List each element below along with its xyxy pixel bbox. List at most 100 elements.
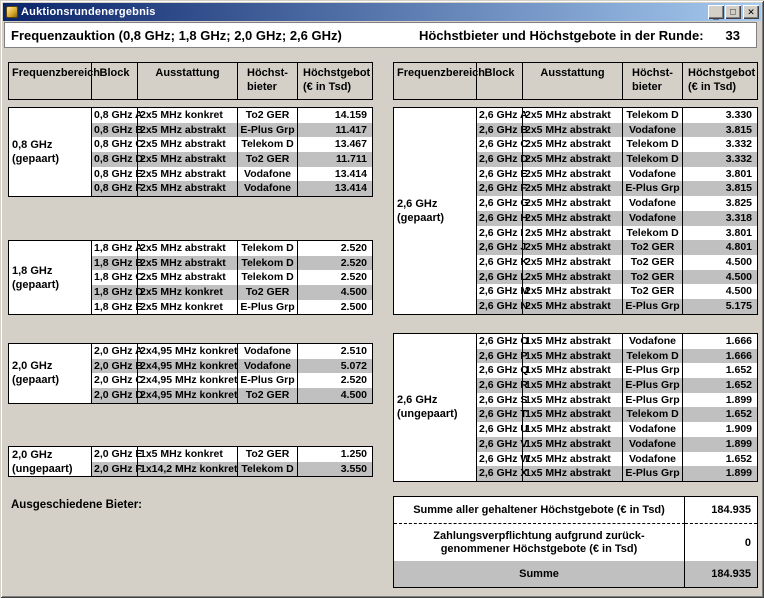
bieter-cell: Vodafone bbox=[238, 344, 298, 359]
bieter-cell: E-Plus Grp bbox=[623, 392, 683, 408]
table-2-6ghz-ungepaart: 2,6 GHz (ungepaart) 2,6 GHz O 1x5 MHz abstr… bbox=[393, 333, 758, 482]
table-0-8ghz-gepaart: 0,8 GHz (gepaart) 0,8 GHz A 2x5 MHz konkret… bbox=[8, 107, 373, 198]
gebot-cell: 3.801 bbox=[725, 167, 752, 180]
bieter-cell: To2 GER bbox=[623, 284, 683, 299]
ausstattung-cell: 2x5 MHz abstrakt bbox=[138, 270, 238, 286]
table-rows: 2,0 GHz E 1x5 MHz konkret To2 GER 1.250 2,0 … bbox=[92, 447, 372, 477]
table-row: 2,6 GHz K 2x5 MHz abstrakt To2 GER 4.500 bbox=[477, 254, 757, 270]
bieter-cell: Telekom D bbox=[238, 270, 298, 286]
titlebar[interactable]: Auktionsrundenergebnis _ □ ✕ bbox=[3, 3, 761, 21]
block-cell: 2,6 GHz D bbox=[479, 152, 529, 167]
table-row: 1,8 GHz C 2x5 MHz abstrakt Telekom D 2.520 bbox=[92, 270, 372, 286]
frequency-band-line: (ungepaart) bbox=[397, 408, 458, 421]
gebot-cell: 1.899 bbox=[725, 437, 752, 450]
header-hoechstbieter-line1: Höchst- bbox=[247, 67, 288, 79]
bieter-cell: To2 GER bbox=[238, 108, 298, 123]
maximize-button[interactable]: □ bbox=[725, 5, 741, 19]
header-hoechstbieter: Höchst- bieter bbox=[623, 63, 683, 99]
table-row: 2,6 GHz G 2x5 MHz abstrakt Vodafone 3.825 bbox=[477, 196, 757, 211]
frequency-band-label: 0,8 GHz (gepaart) bbox=[9, 108, 92, 197]
gebot-cell: 1.666 bbox=[725, 335, 752, 347]
gebot-cell: 3.332 bbox=[725, 138, 752, 151]
block-cell: 1,8 GHz A bbox=[94, 241, 143, 256]
gebot-cell: 13.414 bbox=[334, 182, 367, 195]
block-cell: 2,6 GHz K bbox=[479, 254, 529, 270]
bieter-cell: E-Plus Grp bbox=[238, 299, 298, 315]
ausstattung-cell: 2x5 MHz konkret bbox=[138, 285, 238, 300]
header-ausstattung: Ausstattung bbox=[138, 63, 238, 99]
ausstattung-cell: 1x5 MHz abstrakt bbox=[523, 392, 623, 408]
header-hoechstbieter: Höchst- bieter bbox=[238, 63, 298, 99]
block-cell: 2,6 GHz W bbox=[479, 451, 531, 467]
gebot-cell: 5.072 bbox=[340, 359, 367, 372]
gebot-cell: 2.500 bbox=[340, 300, 367, 313]
gebot-cell: 13.414 bbox=[334, 167, 367, 180]
summary-row2-label: Zahlungsverpflichtung aufgrund zurück- g… bbox=[394, 524, 685, 561]
table-2-0ghz-gepaart: 2,0 GHz (gepaart) 2,0 GHz A 2x4,95 MHz konk… bbox=[8, 343, 373, 404]
ausstattung-cell: 2x5 MHz konkret bbox=[138, 108, 238, 123]
ausstattung-cell: 2x5 MHz abstrakt bbox=[138, 181, 238, 197]
close-button[interactable]: ✕ bbox=[743, 5, 759, 19]
block-cell: 2,6 GHz U bbox=[479, 422, 529, 437]
table-row: 0,8 GHz A 2x5 MHz konkret To2 GER 14.159 bbox=[92, 108, 372, 123]
ausstattung-cell: 2x4,95 MHz konkret bbox=[140, 373, 238, 389]
block-cell: 2,6 GHz S bbox=[479, 392, 528, 408]
table-2-6ghz-gepaart: 2,6 GHz (gepaart) 2,6 GHz A 2x5 MHz abstrak… bbox=[393, 107, 758, 315]
table-rows: 2,6 GHz A 2x5 MHz abstrakt Telekom D 3.330 2… bbox=[477, 108, 757, 314]
gebot-cell: 11.711 bbox=[336, 153, 367, 166]
table-row: 2,6 GHz F 2x5 MHz abstrakt E-Plus Grp 3.815 bbox=[477, 181, 757, 197]
minimize-button[interactable]: _ bbox=[708, 5, 724, 21]
ausstattung-cell: 2x5 MHz abstrakt bbox=[523, 152, 623, 167]
bieter-cell: Vodafone bbox=[623, 210, 683, 226]
block-cell: 2,0 GHz F bbox=[94, 461, 142, 477]
ausstattung-cell: 1x5 MHz abstrakt bbox=[523, 348, 623, 364]
gebot-cell: 3.550 bbox=[340, 462, 367, 475]
ausstattung-cell: 2x4,95 MHz konkret bbox=[140, 388, 238, 403]
table-2-0ghz-ungepaart: 2,0 GHz (ungepaart) 2,0 GHz E 1x5 MHz konkr… bbox=[8, 446, 373, 478]
bieter-cell: Telekom D bbox=[238, 255, 298, 271]
gebot-cell: 11.417 bbox=[335, 123, 367, 136]
gebot-cell: 1.652 bbox=[725, 408, 752, 421]
gebot-cell: 3.815 bbox=[725, 182, 752, 195]
table-row: 1,8 GHz B 2x5 MHz abstrakt Telekom D 2.520 bbox=[92, 255, 372, 271]
table-row: 2,6 GHz U 1x5 MHz abstrakt Vodafone 1.909 bbox=[477, 422, 757, 437]
table-rows: 1,8 GHz A 2x5 MHz abstrakt Telekom D 2.520 1… bbox=[92, 241, 372, 315]
gebot-cell: 13.467 bbox=[334, 138, 367, 151]
bieter-cell: Vodafone bbox=[238, 358, 298, 374]
close-icon: ✕ bbox=[747, 6, 755, 17]
ausstattung-cell: 2x5 MHz abstrakt bbox=[523, 225, 623, 241]
summary-total-value: 184.935 bbox=[685, 561, 757, 587]
bieter-cell: To2 GER bbox=[623, 269, 683, 285]
bieter-cell: Vodafone bbox=[623, 451, 683, 467]
ausstattung-cell: 2x5 MHz abstrakt bbox=[138, 137, 238, 153]
gebot-cell: 1.250 bbox=[340, 448, 367, 460]
gebot-cell: 2.520 bbox=[340, 374, 367, 387]
frequency-band-line: 1,8 GHz bbox=[12, 264, 53, 277]
ausstattung-cell: 1x5 MHz abstrakt bbox=[523, 466, 623, 481]
ausstattung-cell: 2x5 MHz abstrakt bbox=[523, 254, 623, 270]
bieter-cell: Vodafone bbox=[623, 166, 683, 182]
table-row: 1,8 GHz D 2x5 MHz konkret To2 GER 4.500 bbox=[92, 285, 372, 300]
ausgeschiedene-bieter-label: Ausgeschiedene Bieter: bbox=[11, 499, 143, 511]
block-cell: 2,6 GHz B bbox=[479, 122, 529, 138]
table-row: 2,6 GHz C 2x5 MHz abstrakt Telekom D 3.332 bbox=[477, 137, 757, 153]
frequency-band-line: 2,6 GHz bbox=[397, 394, 438, 407]
ausstattung-cell: 2x5 MHz abstrakt bbox=[523, 137, 623, 153]
frequency-band-line: (gepaart) bbox=[397, 211, 445, 224]
gebot-cell: 4.801 bbox=[725, 241, 752, 254]
table-row: 2,0 GHz F 1x14,2 MHz konkret Telekom D 3.55… bbox=[92, 461, 372, 477]
bieter-cell: E-Plus Grp bbox=[623, 181, 683, 197]
bieter-cell: To2 GER bbox=[238, 447, 298, 462]
gebot-cell: 2.510 bbox=[340, 345, 367, 357]
bieter-cell: Telekom D bbox=[623, 137, 683, 153]
table-row: 2,6 GHz B 2x5 MHz abstrakt Vodafone 3.815 bbox=[477, 122, 757, 138]
block-cell: 2,6 GHz R bbox=[479, 378, 529, 393]
gebot-cell: 1.666 bbox=[725, 349, 752, 362]
block-cell: 2,0 GHz E bbox=[94, 447, 143, 462]
header-frequenzbereich: Frequenzbereich bbox=[9, 63, 100, 99]
frequency-band-label: 2,6 GHz (gepaart) bbox=[394, 108, 477, 314]
ausstattung-cell: 2x5 MHz abstrakt bbox=[138, 166, 238, 182]
gebot-cell: 4.500 bbox=[725, 285, 752, 298]
gebot-cell: 1.899 bbox=[725, 467, 752, 480]
header-block: Block bbox=[92, 63, 138, 99]
